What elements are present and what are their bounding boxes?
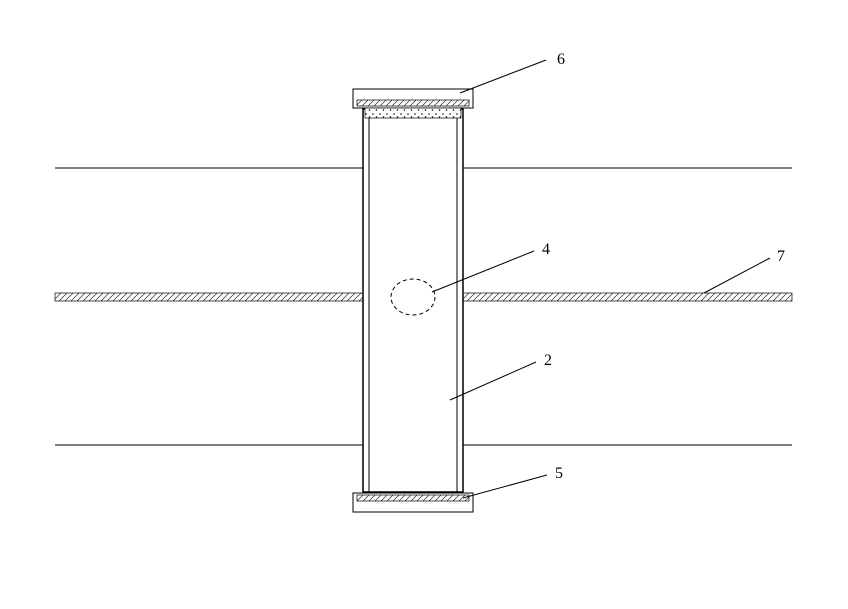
rod-left [55,293,363,301]
callout-number: 2 [544,352,552,369]
cap-top-dots [365,108,461,118]
callout-number: 5 [555,465,563,482]
leader-line [432,251,534,292]
callout-number: 7 [777,248,785,265]
leader-line [704,258,770,293]
callout-number: 6 [557,51,565,68]
pillar-body [363,109,463,492]
leader-line [463,475,547,498]
callout-number: 4 [542,241,550,258]
hole-outline [391,279,435,315]
cap-bottom-band [357,495,469,501]
leader-line [460,60,546,93]
cap-top-band [357,100,469,106]
diagram-canvas: 6 7 4 2 5 [0,0,848,609]
rod-right [463,293,792,301]
